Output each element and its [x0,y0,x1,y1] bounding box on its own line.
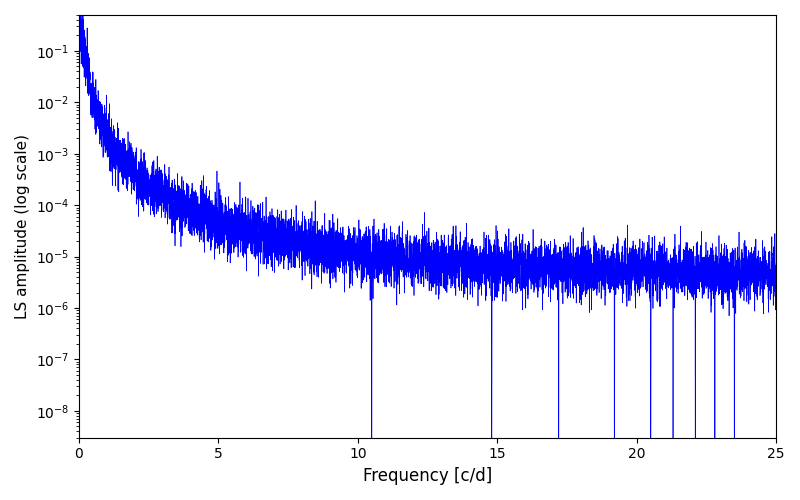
Y-axis label: LS amplitude (log scale): LS amplitude (log scale) [15,134,30,319]
X-axis label: Frequency [c/d]: Frequency [c/d] [363,467,492,485]
